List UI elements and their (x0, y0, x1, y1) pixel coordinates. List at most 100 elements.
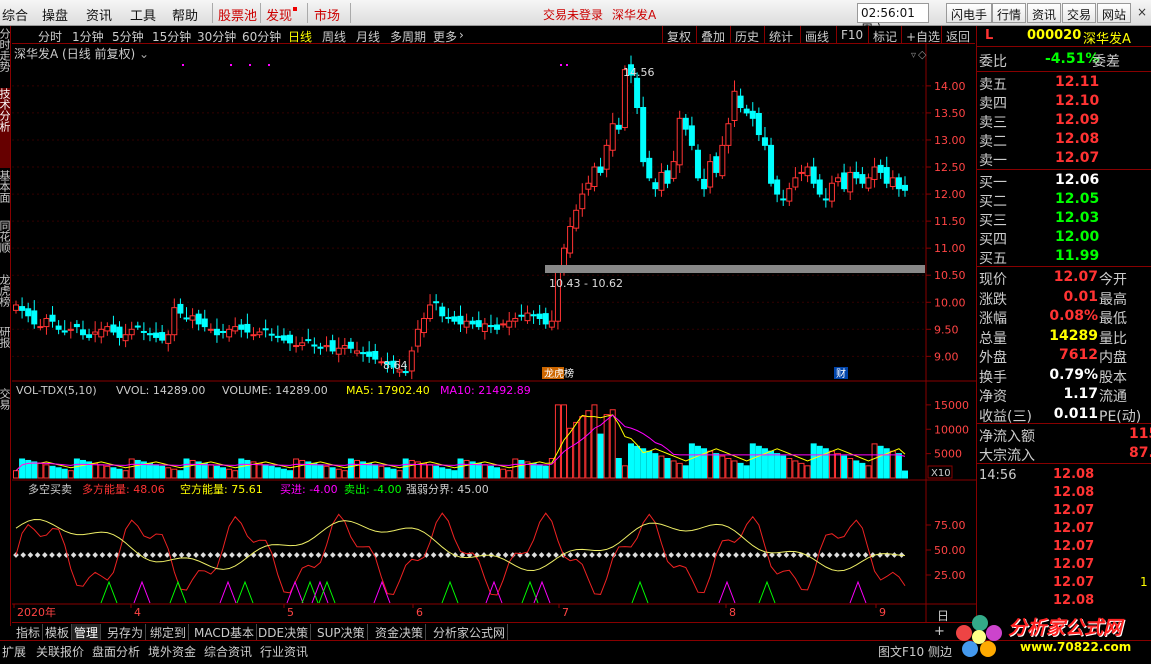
period-1m[interactable]: 1分钟 (72, 30, 104, 44)
ind-dot (553, 552, 559, 558)
period-multi[interactable]: 多周期 (390, 30, 427, 44)
tool-add-watch[interactable]: +自选 (901, 26, 944, 44)
period-day[interactable]: 日线 (288, 30, 313, 44)
candle-body (871, 166, 878, 180)
volume-bar (201, 462, 208, 479)
ask-price[interactable]: 12.07 (1055, 150, 1100, 166)
period-60m[interactable]: 60分钟 (242, 30, 282, 44)
info-button[interactable]: 资讯 (1027, 3, 1062, 23)
tool-back[interactable]: 返回 (941, 26, 974, 44)
period-5m[interactable]: 5分钟 (112, 30, 144, 44)
chevron-right-icon[interactable]: › (459, 28, 464, 42)
indicator-tab[interactable]: 模板 (43, 624, 73, 640)
candle-body (786, 188, 793, 202)
status-tab[interactable]: 扩展 (2, 645, 27, 659)
indicator-tab[interactable]: 资金决策 (373, 624, 427, 640)
indicator-tab[interactable]: SUP决策 (315, 624, 368, 640)
left-tab-fenshi[interactable]: 分时走势 (0, 28, 10, 72)
period-fenshi[interactable]: 分时 (38, 30, 63, 44)
left-tab-report[interactable]: 研报 (0, 326, 10, 348)
indicator-tab[interactable]: 分析家公式网 (431, 624, 509, 640)
left-tab-ths-f10[interactable]: 同花顺F10 (0, 220, 10, 253)
status-right-tab[interactable]: 侧边 (928, 645, 953, 659)
period-month[interactable]: 月线 (356, 30, 381, 44)
bid-price[interactable]: 11.99 (1055, 248, 1100, 264)
left-tab-lhb[interactable]: 龙虎榜 (0, 274, 10, 307)
left-tab-tech[interactable]: 技术分析 (0, 88, 10, 168)
period-more[interactable]: 更多 (433, 30, 458, 44)
menu-market[interactable]: 市场 (314, 9, 341, 24)
tool-f10[interactable]: F10 (836, 26, 867, 44)
tool-stats[interactable]: 统计 (764, 26, 797, 44)
trade-status[interactable]: 交易未登录 (543, 8, 604, 22)
candle-body (323, 345, 330, 348)
menu-bangzhu[interactable]: 帮助 (172, 9, 199, 24)
ask-price[interactable]: 12.11 (1055, 74, 1100, 90)
chevron-down-icon[interactable]: ⌄ (139, 47, 150, 61)
ind-dot (574, 552, 581, 558)
ind-dot (20, 552, 27, 558)
menu-zixun[interactable]: 资讯 (86, 9, 113, 24)
status-tab[interactable]: 综合资讯 (204, 645, 253, 659)
status-right-tab[interactable]: 图文F10 (878, 645, 925, 659)
indicator-tab[interactable]: 管理 (72, 624, 102, 640)
candle-body (140, 330, 147, 333)
status-tab[interactable]: 关联报价 (36, 645, 85, 659)
tool-fuquan[interactable]: 复权 (662, 26, 695, 44)
period-30m[interactable]: 30分钟 (197, 30, 237, 44)
ind-dot (85, 552, 91, 558)
indicator-tab[interactable]: 绑定到 (148, 624, 190, 640)
candle-body (341, 345, 348, 349)
left-tab-f10[interactable]: 基本面F10 (0, 170, 10, 203)
status-tab[interactable]: 盘面分析 (92, 645, 141, 659)
tool-overlay[interactable]: 叠加 (696, 26, 729, 44)
status-tab[interactable]: 行业资讯 (260, 645, 309, 659)
lightning-trade-button[interactable]: 闪电手 (946, 3, 993, 23)
add-indicator-button[interactable]: + (934, 624, 945, 639)
volume-bar (658, 455, 665, 479)
ask-price[interactable]: 12.09 (1055, 112, 1100, 128)
close-icon[interactable]: × (1136, 5, 1148, 19)
ind-dot (581, 552, 588, 558)
status-tab[interactable]: 境外资金 (148, 645, 197, 659)
ind-dot (841, 552, 847, 558)
vol-ma5: MA5: 17902.40 (346, 384, 430, 397)
ind-triangle (318, 580, 336, 604)
indicator-tab[interactable]: MACD基本 (192, 624, 257, 640)
day-button[interactable]: 日 (937, 609, 950, 623)
period-15m[interactable]: 15分钟 (152, 30, 192, 44)
vol-unit-box (927, 465, 953, 479)
bid-price[interactable]: 12.03 (1055, 210, 1100, 226)
volume-bar (378, 465, 385, 479)
tool-draw[interactable]: 画线 (800, 26, 833, 44)
candle-body (414, 328, 421, 347)
period-week[interactable]: 周线 (322, 30, 347, 44)
menu-discover[interactable]: 发现 (266, 9, 293, 24)
menu-zonghe[interactable]: 综合 (2, 9, 29, 24)
tool-mark[interactable]: 标记 (868, 26, 901, 44)
ind-dot (668, 552, 675, 558)
candle-body (822, 198, 829, 201)
indicator-tab[interactable]: DDE决策 (256, 624, 312, 640)
left-tab-trade[interactable]: 交易 (0, 388, 10, 410)
stat-row: 外盘 7612 内盘 (979, 347, 1150, 366)
ask-price[interactable]: 12.08 (1055, 131, 1100, 147)
bid-price[interactable]: 12.00 (1055, 229, 1100, 245)
candle-body (487, 325, 494, 328)
tool-history[interactable]: 历史 (730, 26, 763, 44)
menu-stock-pool[interactable]: 股票池 (218, 9, 258, 24)
indicator-tab[interactable]: 指标 (14, 624, 44, 640)
menu-gongju[interactable]: 工具 (130, 9, 157, 24)
ask-price[interactable]: 12.10 (1055, 93, 1100, 109)
indicator-tab[interactable]: 另存为 (105, 624, 147, 640)
candle-body (238, 324, 245, 330)
stat-label2: 量比 (1099, 330, 1127, 347)
website-button[interactable]: 网站 (1097, 3, 1132, 23)
bid-price[interactable]: 12.06 (1055, 172, 1100, 188)
date-label: 8 (729, 606, 736, 619)
bid-price[interactable]: 12.05 (1055, 191, 1100, 207)
ind-dot (257, 552, 264, 558)
menu-caopan[interactable]: 操盘 (42, 9, 69, 24)
quote-button[interactable]: 行情 (992, 3, 1027, 23)
trade-button[interactable]: 交易 (1062, 3, 1097, 23)
